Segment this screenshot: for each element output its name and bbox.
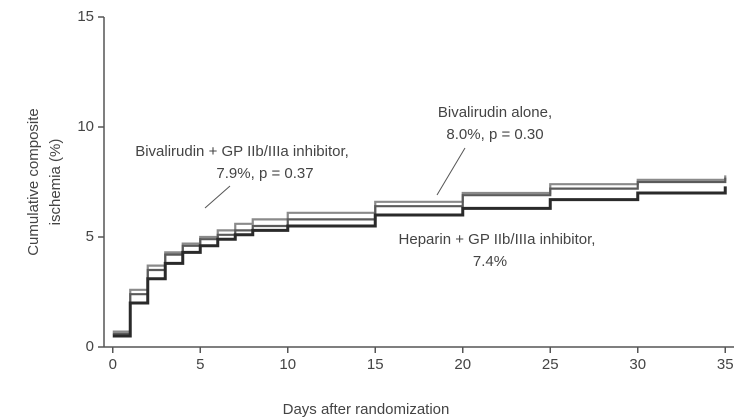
annotation: Bivalirudin alone, [438, 104, 552, 121]
annotation-leader [436, 147, 466, 196]
y-axis-label: Cumulative composite [25, 108, 42, 256]
x-axis-label: Days after randomization [283, 401, 450, 418]
annotation: 7.4% [473, 253, 507, 270]
x-tick-label: 25 [542, 356, 559, 373]
annotation: 7.9%, p = 0.37 [216, 165, 313, 182]
x-tick-label: 30 [629, 356, 646, 373]
y-tick-label: 5 [86, 228, 94, 245]
annotation: Bivalirudin + GP IIb/IIIa inhibitor, [135, 143, 349, 160]
x-tick-label: 0 [109, 356, 117, 373]
annotation-leader [204, 185, 231, 209]
y-tick-label: 0 [86, 338, 94, 355]
y-tick-label: 10 [77, 118, 94, 135]
y-axis-label: ischemia (%) [47, 139, 64, 226]
km-curve [112, 186, 727, 338]
y-tick-label: 15 [77, 8, 94, 25]
x-tick-label: 20 [454, 356, 471, 373]
x-tick-label: 5 [196, 356, 204, 373]
km-curve [112, 177, 727, 335]
x-tick-label: 15 [367, 356, 384, 373]
x-tick-label: 35 [717, 356, 734, 373]
annotation: 8.0%, p = 0.30 [446, 126, 543, 143]
x-tick-label: 10 [279, 356, 296, 373]
annotation: Heparin + GP IIb/IIIa inhibitor, [399, 231, 596, 248]
